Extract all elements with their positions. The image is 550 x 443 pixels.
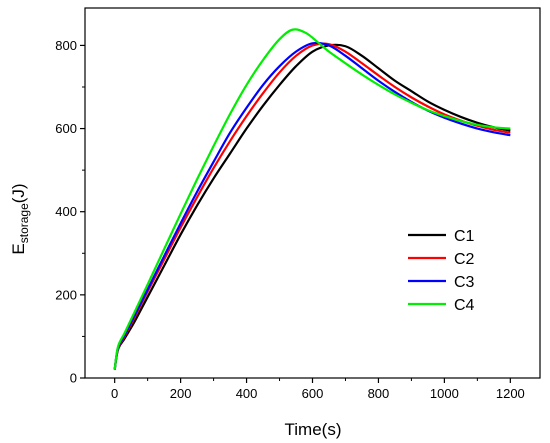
legend-label-c2: C2 — [454, 251, 475, 268]
y-axis-title-sub: storage — [17, 203, 31, 243]
x-tick-label: 200 — [170, 386, 192, 401]
x-tick-label: 1200 — [496, 386, 525, 401]
y-axis-title-main: E — [9, 243, 28, 254]
x-axis-title: Time(s) — [285, 420, 342, 439]
y-tick-label: 200 — [55, 287, 77, 302]
legend: C1 C2 C3 C4 — [408, 228, 475, 314]
plot-area-border — [84, 7, 541, 379]
legend-label-c4: C4 — [454, 297, 475, 314]
series-line-c4 — [113, 28, 511, 370]
axis-ticks: 0 200 400 600 800 1000 1200 0 200 400 600 800 — [55, 38, 524, 401]
x-tick-label: 600 — [302, 386, 324, 401]
y-tick-label: 800 — [55, 38, 77, 53]
series-line-c1 — [113, 43, 511, 370]
x-tick-label: 1000 — [430, 386, 459, 401]
plot-frame — [84, 7, 541, 379]
series-line-c2 — [113, 42, 511, 370]
legend-label-c1: C1 — [454, 228, 475, 245]
y-axis-title-unit: (J) — [9, 183, 28, 203]
series-lines — [113, 28, 511, 370]
x-tick-label: 0 — [111, 386, 118, 401]
x-tick-label: 400 — [236, 386, 258, 401]
x-tick-label: 800 — [368, 386, 390, 401]
y-tick-label: 0 — [70, 371, 77, 386]
y-tick-label: 400 — [55, 204, 77, 219]
y-tick-label: 600 — [55, 121, 77, 136]
legend-label-c3: C3 — [454, 274, 475, 291]
y-axis-title: Estorage(J) — [9, 183, 31, 254]
series-line-c3 — [113, 41, 511, 370]
